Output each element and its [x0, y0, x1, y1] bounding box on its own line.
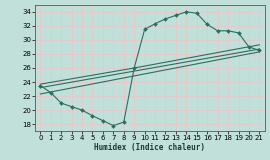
- X-axis label: Humidex (Indice chaleur): Humidex (Indice chaleur): [94, 143, 205, 152]
